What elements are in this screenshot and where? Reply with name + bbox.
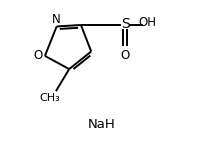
Text: CH₃: CH₃ bbox=[39, 93, 60, 103]
Text: O: O bbox=[34, 49, 43, 62]
Text: N: N bbox=[52, 13, 61, 26]
Text: OH: OH bbox=[138, 16, 156, 29]
Text: S: S bbox=[120, 17, 129, 31]
Text: NaH: NaH bbox=[87, 118, 115, 131]
Text: O: O bbox=[120, 49, 129, 62]
